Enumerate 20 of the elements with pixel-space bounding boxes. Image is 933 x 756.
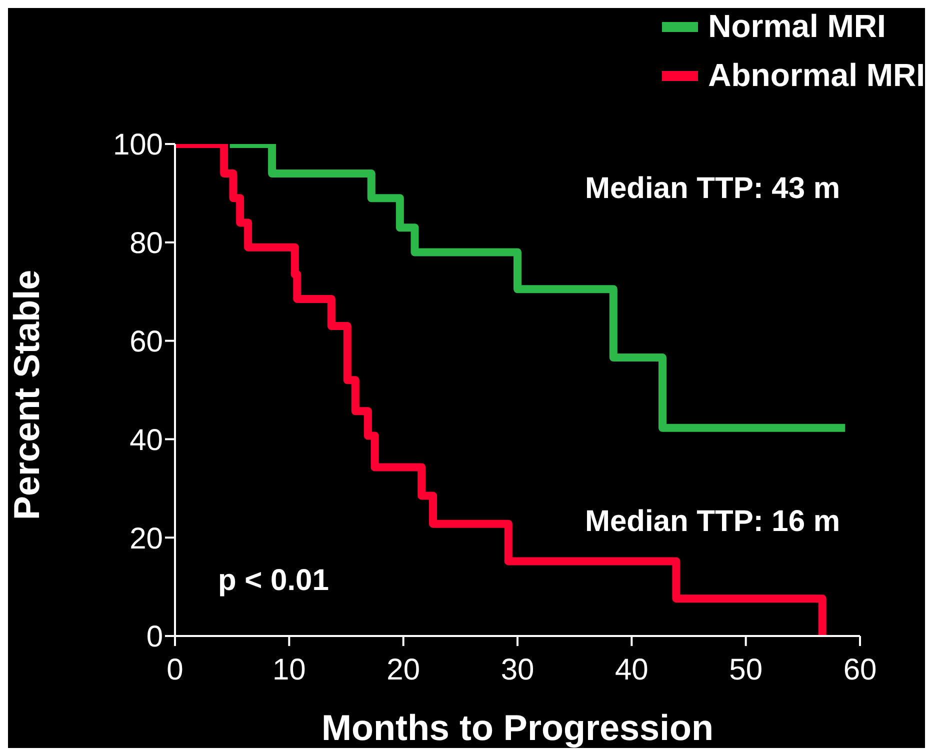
x-tick-label: 40: [614, 653, 648, 686]
x-tick-label: 20: [386, 653, 420, 686]
annotation: p < 0.01: [218, 564, 329, 598]
x-tick-label: 10: [272, 653, 306, 686]
y-tick-label: 0: [146, 620, 163, 654]
x-tick-label: 50: [729, 653, 763, 686]
x-tick-label: 30: [500, 653, 534, 686]
x-tick-label: 60: [843, 653, 877, 686]
y-axis-title: Percent Stable: [6, 270, 47, 520]
y-tick-label: 20: [130, 522, 163, 556]
y-tick-label: 100: [112, 128, 163, 162]
y-tick-label: 60: [130, 325, 163, 358]
legend-label: Abnormal MRI: [708, 57, 925, 94]
annotation: Median TTP: 43 m: [585, 172, 840, 206]
legend-label: Normal MRI: [708, 8, 886, 45]
y-tick-label: 40: [130, 424, 163, 457]
annotation: Median TTP: 16 m: [585, 505, 840, 539]
x-axis-title: Months to Progression: [321, 707, 714, 748]
y-tick-label: 80: [130, 227, 163, 260]
x-tick-label: 0: [166, 653, 184, 686]
